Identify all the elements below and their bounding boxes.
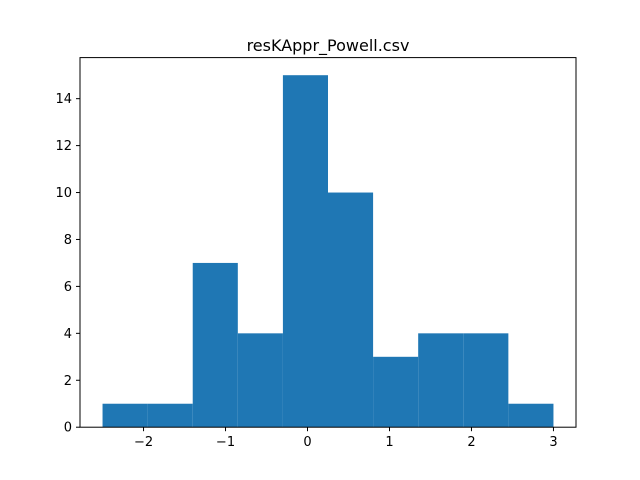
histogram-bar [418, 333, 464, 428]
histogram-bar [237, 333, 283, 428]
y-tick-label: 0 [64, 421, 72, 436]
histogram-bar [147, 403, 193, 428]
x-tick-label: −1 [216, 435, 235, 450]
y-tick-label: 4 [64, 327, 72, 342]
x-tick-label: −2 [134, 435, 153, 450]
chart-title: resKAppr_Powell.csv [247, 36, 410, 56]
histogram-bar [282, 75, 328, 428]
histogram-bar [102, 403, 148, 428]
histogram-bar [328, 192, 374, 428]
y-tick-label: 14 [55, 92, 72, 107]
histogram-bar [508, 403, 554, 428]
x-tick-label: 0 [303, 435, 311, 450]
bars-group [102, 75, 554, 428]
y-tick-label: 6 [64, 280, 72, 295]
histogram-bar [192, 262, 238, 428]
y-tick-label: 10 [55, 186, 72, 201]
x-tick-label: 2 [467, 435, 475, 450]
histogram-bar [373, 356, 419, 428]
y-tick-label: 2 [64, 374, 72, 389]
y-tick-label: 12 [55, 139, 72, 154]
y-tick-label: 8 [64, 233, 72, 248]
plot-frame [79, 57, 577, 428]
x-tick-label: 1 [385, 435, 393, 450]
x-tick-label: 3 [549, 435, 557, 450]
x-axis: −2 −1 0 1 2 3 [134, 427, 558, 450]
y-axis: 0 2 4 6 8 10 12 14 [55, 92, 80, 436]
histogram-bar [463, 333, 509, 428]
